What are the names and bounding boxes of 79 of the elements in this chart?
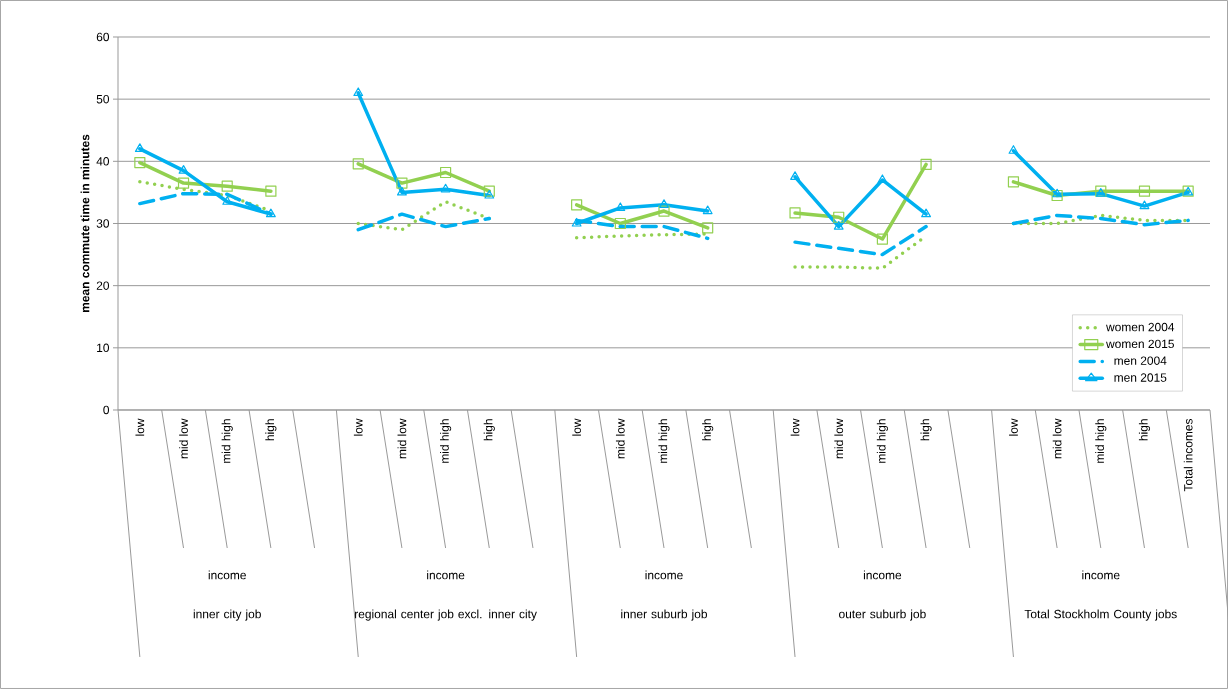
point xyxy=(178,165,189,174)
point xyxy=(1008,145,1019,154)
x-tick-label: mid high xyxy=(440,419,452,463)
x-tick-label: mid low xyxy=(397,418,407,459)
point xyxy=(177,177,190,189)
x-tick-label: high xyxy=(265,419,277,441)
y-tick-label: 20 xyxy=(96,281,110,290)
y-axis-title: mean commute time in minutes xyxy=(80,134,90,313)
point xyxy=(876,233,888,245)
point xyxy=(833,221,844,230)
point xyxy=(1139,200,1150,210)
point xyxy=(221,180,233,192)
point xyxy=(921,208,932,218)
point xyxy=(614,217,626,230)
point xyxy=(352,158,364,170)
x-tick-label: high xyxy=(920,419,932,441)
text: inner suburb job xyxy=(621,609,707,621)
point xyxy=(702,222,714,234)
text: regional center job excl. inner city xyxy=(355,609,537,621)
point xyxy=(789,207,801,219)
y-tick-label: 0 xyxy=(103,405,110,415)
point xyxy=(397,186,407,196)
point xyxy=(353,87,364,97)
x-tick-label: mid high xyxy=(658,419,670,463)
point xyxy=(659,199,669,208)
legend-label: women 2004 xyxy=(1106,322,1175,332)
point xyxy=(790,171,800,180)
point xyxy=(877,174,888,184)
legend-label: women 2015 xyxy=(1106,339,1174,349)
x-tick-label: mid low xyxy=(615,418,625,459)
legend-label: men 2004 xyxy=(1114,356,1167,365)
x-tick-label: low xyxy=(353,418,363,436)
point xyxy=(1007,176,1020,188)
text: Total Stockholm County jobs xyxy=(1024,609,1177,621)
y-tick-label: 30 xyxy=(96,219,110,228)
point xyxy=(1138,185,1151,197)
point xyxy=(222,196,233,205)
text: income xyxy=(1082,570,1120,580)
point xyxy=(265,185,277,197)
x-tick-label: mid high xyxy=(221,419,233,463)
point xyxy=(571,199,583,211)
x-tick-label: low xyxy=(135,418,145,436)
y-tick-label: 40 xyxy=(96,157,110,166)
x-tick-label: high xyxy=(483,419,495,441)
x-tick-label: mid high xyxy=(1095,419,1107,463)
point xyxy=(702,205,713,215)
text: income xyxy=(208,570,246,580)
x-tick-label: mid low xyxy=(1052,418,1062,459)
x-tick-label: mid high xyxy=(876,419,888,463)
point xyxy=(440,166,452,179)
x-tick-label: low xyxy=(572,418,582,436)
y-tick-label: 10 xyxy=(97,343,110,353)
point xyxy=(920,158,932,171)
point xyxy=(1052,188,1063,198)
text: income xyxy=(427,570,465,580)
point xyxy=(440,183,451,193)
x-tick-label: Total incomes xyxy=(1183,418,1193,492)
point xyxy=(1051,189,1063,202)
text: inner city job xyxy=(193,609,261,621)
legend-label: men 2015 xyxy=(1114,373,1167,382)
y-tick-label: 50 xyxy=(96,94,110,104)
point xyxy=(833,211,845,223)
x-tick-label: mid low xyxy=(179,418,188,459)
point xyxy=(134,156,146,169)
x-tick-label: high xyxy=(702,419,714,441)
point xyxy=(134,143,145,152)
x-tick-label: high xyxy=(1138,419,1151,441)
x-tick-label: low xyxy=(790,418,800,436)
text: income xyxy=(863,570,902,580)
y-tick-label: 60 xyxy=(96,32,110,42)
point xyxy=(483,185,495,197)
x-tick-label: low xyxy=(1009,418,1018,436)
point xyxy=(396,177,408,189)
text: outer suburb job xyxy=(839,609,926,621)
point xyxy=(484,189,495,199)
point xyxy=(571,217,582,227)
point xyxy=(658,205,670,217)
text: income xyxy=(645,570,683,580)
x-tick-label: mid low xyxy=(834,418,844,459)
